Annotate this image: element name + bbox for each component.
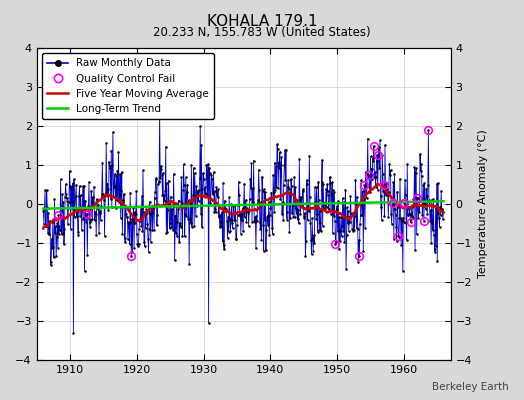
Legend: Raw Monthly Data, Quality Control Fail, Five Year Moving Average, Long-Term Tren: Raw Monthly Data, Quality Control Fail, … <box>42 53 214 119</box>
Text: Berkeley Earth: Berkeley Earth <box>432 382 508 392</box>
Text: 20.233 N, 155.783 W (United States): 20.233 N, 155.783 W (United States) <box>153 26 371 39</box>
Text: KOHALA 179.1: KOHALA 179.1 <box>206 14 318 29</box>
Y-axis label: Temperature Anomaly (°C): Temperature Anomaly (°C) <box>477 130 487 278</box>
